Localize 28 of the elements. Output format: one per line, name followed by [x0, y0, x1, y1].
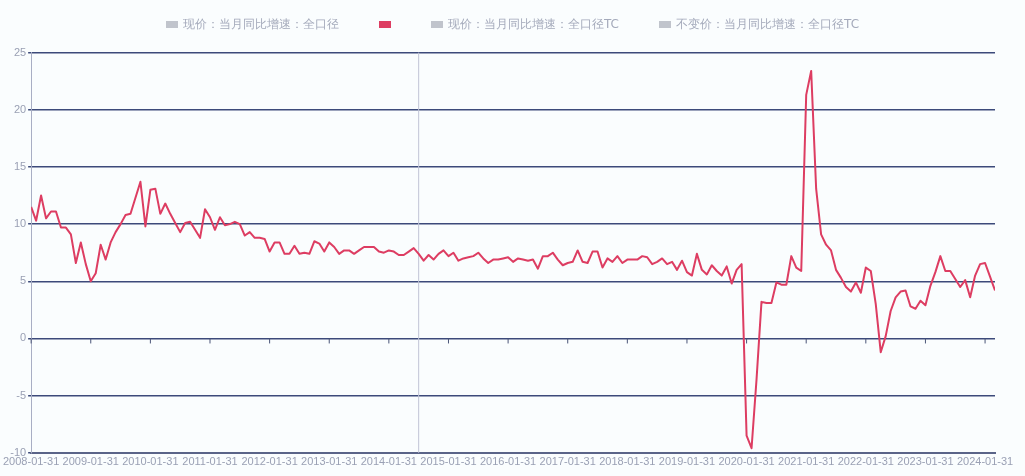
x-tick-label: 2015-01-31 — [420, 455, 477, 468]
y-tick-label: 0 — [20, 331, 27, 344]
x-tick-label: 2021-01-31 — [778, 455, 835, 468]
x-tick-label: 2008-01-31 — [2, 455, 60, 468]
y-tick-label: -10 — [10, 445, 27, 458]
x-tick-label: 2009-01-31 — [62, 455, 119, 468]
x-tick-label: 2024-01-31 — [956, 455, 1014, 468]
x-tick-label: 2023-01-31 — [897, 455, 954, 468]
x-tick-label: 2012-01-31 — [241, 455, 298, 468]
y-tick-label: 25 — [13, 45, 27, 58]
x-tick-label: 2018-01-31 — [599, 455, 656, 468]
x-tick-label: 2020-01-31 — [718, 455, 775, 468]
x-tick-label: 2022-01-31 — [837, 455, 894, 468]
legend-label: 现价：当月同比增速：全口径 — [182, 15, 339, 33]
legend-label: 不变价：当月同比增速：全口径TC — [676, 15, 860, 33]
x-tick-label: 2014-01-31 — [360, 455, 417, 468]
y-tick-label: 5 — [20, 274, 27, 287]
x-tick-label: 2010-01-31 — [122, 455, 179, 468]
x-tick-label: 2016-01-31 — [479, 455, 537, 468]
y-tick-label: -5 — [16, 388, 27, 401]
x-tick-label: 2013-01-31 — [301, 455, 358, 468]
y-tick-label: 10 — [13, 217, 27, 230]
x-tick-label: 2017-01-31 — [539, 455, 596, 468]
legend-label: 现价：当月同比增速：全口径TC — [447, 15, 619, 33]
x-tick-label: 2019-01-31 — [658, 455, 716, 468]
y-tick-label: 20 — [13, 102, 27, 115]
y-tick-label: 15 — [13, 159, 27, 172]
x-tick-label: 2011-01-31 — [182, 455, 238, 468]
